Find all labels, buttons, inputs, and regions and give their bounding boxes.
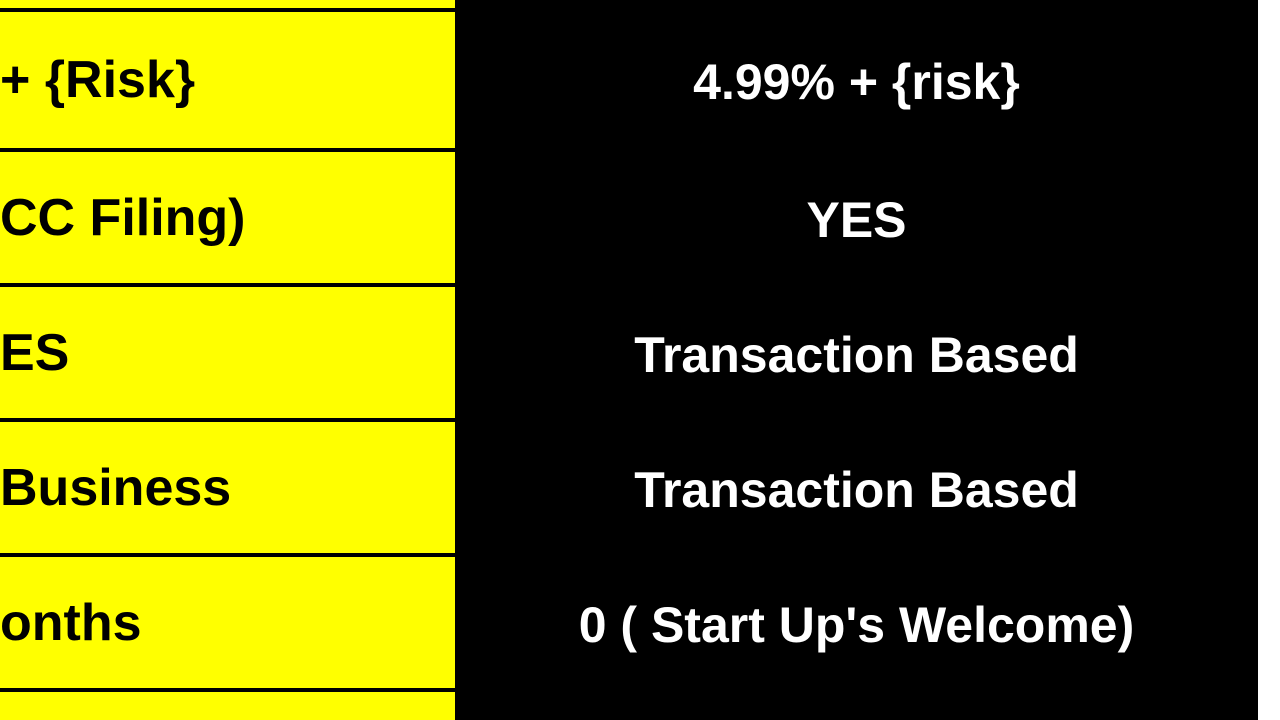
table-row: Transaction Based [455,287,1280,422]
right-cell-text: 4.99% + {risk} [693,53,1020,111]
table-row-spacer-bottom [0,692,455,720]
table-row: + {Risk} [0,12,455,152]
right-cell-text: Transaction Based [634,326,1079,384]
table-row: ES [0,287,455,422]
table-row-spacer-top [0,0,455,12]
table-row: Transaction Based [455,422,1280,557]
left-cell-text: CC Filing) [0,188,246,248]
right-edge-strip [1258,0,1280,720]
right-cell-text: YES [806,191,906,249]
right-column: 4.99% + {risk} YES Transaction Based Tra… [455,0,1280,720]
left-cell-text: onths [0,593,142,653]
table-row: Business [0,422,455,557]
left-cell-text: Business [0,458,231,518]
table-row-spacer-bottom [455,692,1280,720]
table-row: 0 ( Start Up's Welcome) [455,557,1280,692]
table-row: YES [455,152,1280,287]
left-cell-text: ES [0,323,69,383]
table-row: CC Filing) [0,152,455,287]
table-row-spacer-top [455,0,1280,12]
table-row: 4.99% + {risk} [455,12,1280,152]
table-row: onths [0,557,455,692]
left-column: + {Risk} CC Filing) ES Business onths [0,0,455,720]
right-cell-text: 0 ( Start Up's Welcome) [579,596,1135,654]
left-cell-text: + {Risk} [0,50,195,110]
comparison-table: + {Risk} CC Filing) ES Business onths 4.… [0,0,1280,720]
right-cell-text: Transaction Based [634,461,1079,519]
